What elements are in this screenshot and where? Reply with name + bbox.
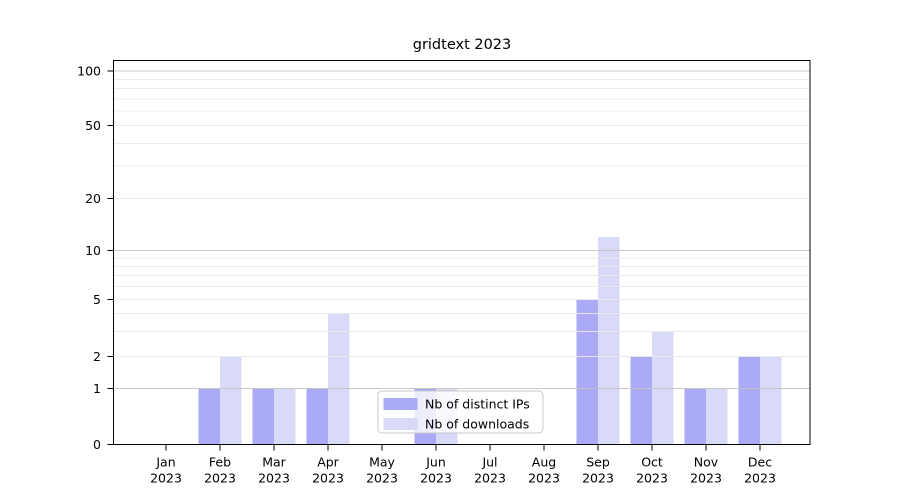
- x-tick-label-jun: Jun: [425, 455, 446, 470]
- y-tick-label-50: 50: [85, 118, 101, 133]
- x-tick-year-sep: 2023: [582, 471, 614, 486]
- chart-title: gridtext 2023: [412, 37, 512, 53]
- x-tick-year-apr: 2023: [312, 471, 344, 486]
- legend-box: [377, 390, 544, 434]
- x-tick-label-jan: Jan: [155, 455, 175, 470]
- bar-nb-of-distinct-ips-nov: [684, 388, 706, 445]
- bar-nb-of-downloads-apr: [328, 313, 350, 445]
- y-axis: 0 1 2 5 10 20 50 100: [77, 64, 114, 452]
- bar-nb-of-downloads-dec: [760, 356, 782, 445]
- x-tick-year-nov: 2023: [690, 471, 722, 486]
- bar-nb-of-downloads-feb: [220, 356, 242, 445]
- x-tick-year-dec: 2023: [744, 471, 776, 486]
- x-tick-year-oct: 2023: [636, 471, 668, 486]
- x-tick-label-aug: Aug: [532, 455, 556, 470]
- x-tick-year-jul: 2023: [474, 471, 506, 486]
- bar-nb-of-downloads-oct: [652, 331, 674, 445]
- bar-nb-of-distinct-ips-oct: [630, 356, 652, 445]
- bar-nb-of-downloads-mar: [274, 388, 296, 445]
- bars-group: [198, 236, 782, 445]
- x-tick-label-jul: Jul: [481, 455, 497, 470]
- x-tick-label-may: May: [369, 455, 395, 470]
- legend-label-nb-of-distinct-ips: Nb of distinct IPs: [425, 397, 530, 412]
- x-tick-label-mar: Mar: [262, 455, 286, 470]
- x-tick-label-nov: Nov: [694, 455, 719, 470]
- y-tick-label-5: 5: [93, 292, 101, 307]
- bar-nb-of-distinct-ips-feb: [198, 388, 220, 445]
- x-tick-year-may: 2023: [366, 471, 398, 486]
- bar-nb-of-downloads-nov: [706, 388, 728, 445]
- y-tick-label-1: 1: [93, 381, 101, 396]
- bar-nb-of-distinct-ips-sep: [576, 299, 598, 445]
- x-tick-year-jun: 2023: [420, 471, 452, 486]
- x-tick-year-jan: 2023: [150, 471, 182, 486]
- bar-nb-of-distinct-ips-apr: [306, 388, 328, 445]
- x-tick-label-oct: Oct: [641, 455, 663, 470]
- legend-swatch-nb-of-downloads: [383, 418, 418, 430]
- x-tick-label-dec: Dec: [748, 455, 772, 470]
- x-axis: Jan2023Feb2023Mar2023Apr2023May2023Jun20…: [150, 444, 776, 486]
- y-tick-label-2: 2: [93, 349, 101, 364]
- legend-label-nb-of-downloads: Nb of downloads: [425, 417, 529, 432]
- y-tick-label-0: 0: [93, 437, 101, 452]
- bar-nb-of-downloads-sep: [598, 236, 620, 445]
- y-tick-label-10: 10: [85, 243, 101, 258]
- legend-swatch-nb-of-distinct-ips: [383, 398, 418, 410]
- x-tick-label-sep: Sep: [586, 455, 610, 470]
- y-gridlines: [113, 70, 810, 390]
- bar-nb-of-distinct-ips-dec: [738, 356, 760, 445]
- x-tick-year-aug: 2023: [528, 471, 560, 486]
- x-tick-label-apr: Apr: [317, 455, 339, 470]
- x-tick-year-feb: 2023: [204, 471, 236, 486]
- y-tick-label-20: 20: [85, 191, 101, 206]
- legend: Nb of distinct IPs Nb of downloads: [377, 390, 544, 434]
- plot-border: [112, 59, 811, 446]
- y-tick-label-100: 100: [77, 64, 101, 79]
- x-tick-label-feb: Feb: [209, 455, 231, 470]
- x-tick-year-mar: 2023: [258, 471, 290, 486]
- bar-nb-of-distinct-ips-mar: [252, 388, 274, 445]
